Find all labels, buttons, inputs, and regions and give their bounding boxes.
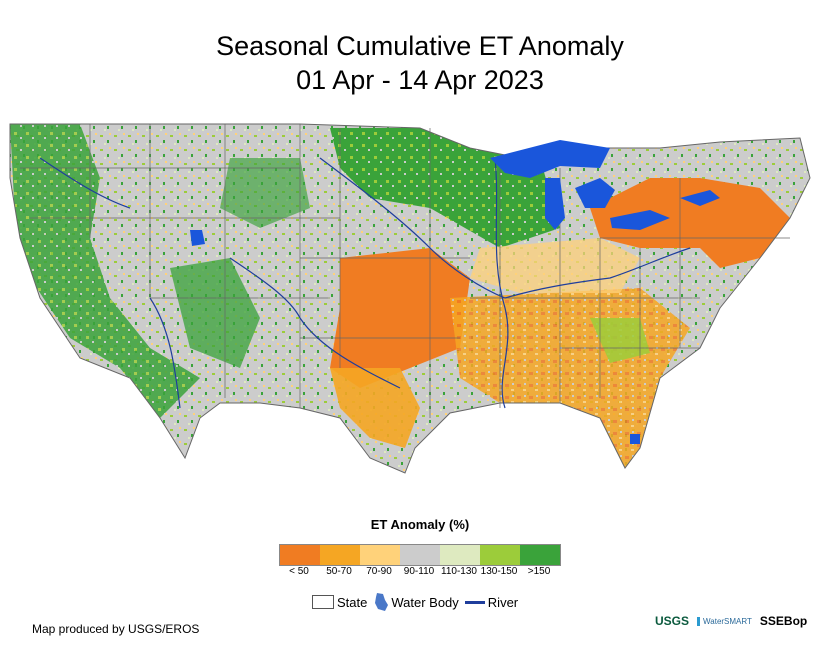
legend-swatch-90-110 (400, 545, 440, 565)
ssebop-logo: SSEBop (759, 614, 808, 628)
legend-tick-labels: < 50 50-70 70-90 90-110 110-130 130-150 … (279, 566, 559, 577)
logo-strip: USGS WaterSMART SSEBop (655, 614, 807, 628)
legend-label: 50-70 (326, 566, 352, 577)
legend-swatch-gt150 (520, 545, 560, 565)
legend-swatch-lt50 (280, 545, 320, 565)
legend-color-bar (279, 544, 561, 566)
key-state: State (312, 595, 367, 610)
map-key: State Water Body River (312, 592, 524, 612)
map-date-range: 01 Apr - 14 Apr 2023 (296, 65, 544, 95)
legend-label: 110-130 (441, 566, 477, 577)
map-title: Seasonal Cumulative ET Anomaly (216, 31, 624, 61)
key-state-label: State (337, 594, 368, 610)
river-icon (464, 600, 485, 604)
legend-title: ET Anomaly (%) (370, 517, 470, 532)
key-river: River (464, 594, 519, 610)
legend-label: 90-110 (403, 566, 435, 577)
legend-swatch-130-150 (480, 545, 520, 565)
legend-swatch-110-130 (440, 545, 480, 565)
credit-text: Map produced by USGS/EROS (32, 622, 200, 636)
key-water: Water Body (373, 592, 459, 612)
legend-label: >150 (527, 566, 551, 577)
legend-label: 70-90 (366, 566, 392, 577)
watersmart-logo: WaterSMART (697, 616, 752, 626)
legend-label: 130-150 (480, 566, 518, 577)
et-anomaly-map (9, 123, 811, 474)
key-water-label: Water Body (391, 594, 459, 610)
key-river-label: River (487, 594, 519, 610)
legend-label: < 50 (289, 566, 309, 577)
water-body-icon (375, 593, 389, 611)
legend-swatch-70-90 (360, 545, 400, 565)
legend-swatch-50-70 (320, 545, 360, 565)
usgs-logo: USGS (655, 614, 690, 628)
state-icon (312, 595, 334, 609)
